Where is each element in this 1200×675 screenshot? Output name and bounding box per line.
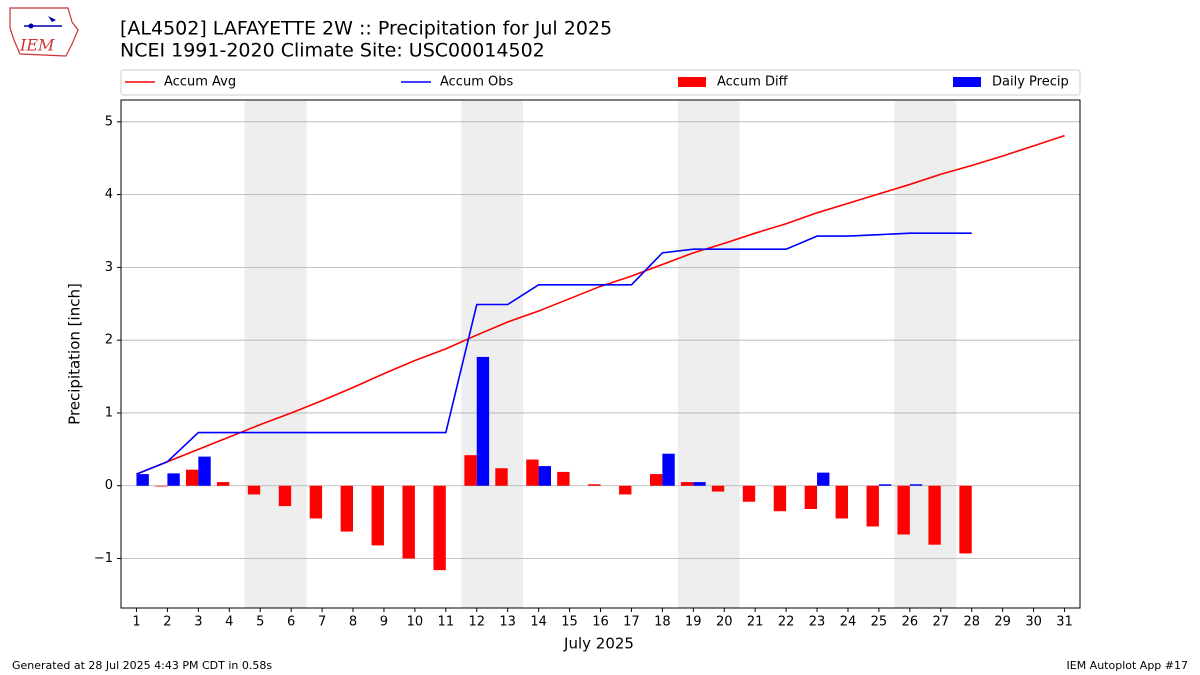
bar	[662, 453, 675, 486]
x-tick-label: 24	[840, 615, 857, 630]
weekend-shade	[677, 100, 740, 608]
y-tick-label: 4	[105, 187, 113, 202]
x-tick-label: 14	[530, 615, 547, 630]
weekend-shade	[244, 100, 307, 608]
bar	[340, 485, 354, 532]
logo-text: IEM	[19, 36, 55, 55]
bar	[680, 482, 694, 486]
y-tick-label: 1	[105, 405, 113, 420]
x-tick-label: 23	[809, 615, 826, 630]
x-tick-label: 29	[994, 615, 1011, 630]
plot-frame	[120, 99, 1081, 609]
x-tick-label: 30	[1025, 615, 1042, 630]
x-tick-label: 12	[468, 615, 485, 630]
weekend-shade	[461, 100, 524, 608]
bar	[185, 469, 199, 486]
x-tick-label: 28	[963, 615, 980, 630]
bar	[649, 474, 663, 486]
bar	[619, 485, 632, 495]
bar	[878, 484, 892, 486]
bar	[278, 485, 292, 507]
bar	[817, 472, 830, 486]
x-tick-label: 27	[933, 615, 950, 630]
y-axis-label: Precipitation [inch]	[66, 283, 84, 425]
bar	[136, 474, 149, 486]
line	[136, 134, 1065, 475]
x-tick-label: 6	[287, 615, 295, 630]
x-tick-label: 16	[592, 615, 609, 630]
x-tick-label: 10	[407, 615, 424, 630]
bar	[928, 485, 941, 545]
x-tick-label: 26	[902, 615, 919, 630]
chart-title: [AL4502] LAFAYETTE 2W :: Precipitation f…	[120, 18, 612, 40]
x-tick-label: 13	[499, 615, 516, 630]
legend-label: Accum Obs	[440, 75, 513, 90]
bar	[835, 485, 848, 519]
bar	[897, 485, 910, 535]
bar	[557, 471, 570, 486]
y-tick-label: 0	[105, 478, 113, 493]
bar	[476, 356, 490, 486]
bar	[742, 485, 756, 502]
bar	[711, 485, 725, 492]
chart-subtitle: NCEI 1991-2020 Climate Site: USC00014502	[120, 40, 545, 62]
bar	[402, 485, 415, 559]
y-tick-label: −1	[94, 551, 113, 566]
y-tick-label: 3	[105, 260, 113, 275]
bar	[464, 455, 477, 486]
footer-left: Generated at 28 Jul 2025 4:43 PM CDT in …	[12, 659, 272, 672]
x-tick-label: 9	[380, 615, 388, 630]
legend-box	[120, 69, 1081, 96]
logo: IEM	[9, 7, 79, 57]
bar	[247, 485, 261, 495]
x-tick-label: 20	[716, 615, 733, 630]
y-tick-label: 2	[105, 333, 113, 348]
x-tick-label: 15	[561, 615, 578, 630]
line	[136, 232, 972, 475]
bar	[959, 485, 972, 554]
legend-label: Accum Diff	[717, 75, 789, 90]
bar	[309, 485, 323, 519]
bar	[371, 485, 384, 546]
x-tick-label: 8	[349, 615, 357, 630]
x-tick-label: 4	[225, 615, 233, 630]
bar	[909, 484, 923, 486]
bar	[693, 482, 706, 486]
bar	[588, 484, 601, 486]
legend-swatch	[953, 77, 981, 87]
bar	[433, 485, 446, 571]
x-tick-label: 11	[438, 615, 455, 630]
x-axis-label: July 2025	[563, 635, 634, 653]
x-tick-label: 3	[194, 615, 202, 630]
bar	[216, 482, 230, 486]
bar	[167, 473, 180, 486]
bar	[495, 468, 508, 486]
bar	[526, 459, 539, 486]
bar	[198, 456, 211, 486]
legend-label: Daily Precip	[992, 75, 1069, 90]
legend-label: Accum Avg	[164, 75, 236, 90]
bar	[773, 485, 787, 512]
x-tick-label: 21	[747, 615, 764, 630]
x-tick-label: 17	[623, 615, 640, 630]
x-tick-label: 18	[654, 615, 671, 630]
bar	[866, 485, 879, 527]
x-tick-label: 19	[685, 615, 702, 630]
y-tick-label: 5	[105, 114, 113, 129]
x-tick-label: 1	[132, 615, 140, 630]
x-tick-label: 31	[1056, 615, 1073, 630]
x-tick-label: 22	[778, 615, 795, 630]
bar	[804, 485, 818, 510]
x-tick-label: 7	[318, 615, 326, 630]
bar	[155, 485, 168, 487]
x-tick-label: 25	[871, 615, 888, 630]
legend-swatch	[678, 77, 706, 87]
bar	[538, 466, 552, 486]
x-tick-label: 2	[163, 615, 171, 630]
x-tick-label: 5	[256, 615, 264, 630]
footer-right: IEM Autoplot App #17	[1067, 659, 1189, 672]
